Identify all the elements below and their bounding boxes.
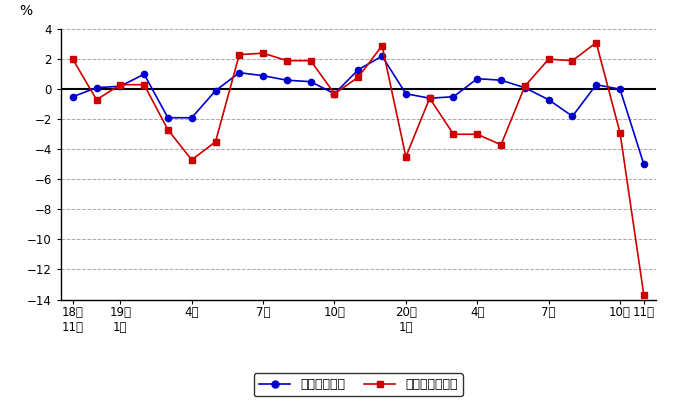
Text: %: % xyxy=(19,4,32,18)
Legend: 総実労働時間, 所定外労働時間: 総実労働時間, 所定外労働時間 xyxy=(254,373,462,396)
